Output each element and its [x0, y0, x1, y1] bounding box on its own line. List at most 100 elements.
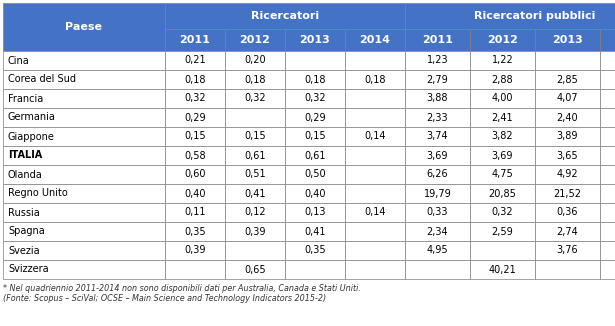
Text: 0,14: 0,14: [364, 131, 386, 141]
Bar: [3, 70, 165, 89]
Text: Svezia: Svezia: [8, 245, 39, 256]
Bar: [165, 184, 225, 203]
Text: 0,11: 0,11: [184, 208, 206, 217]
Bar: [405, 3, 615, 29]
Text: Giappone: Giappone: [8, 131, 55, 141]
Text: 3,82: 3,82: [491, 131, 514, 141]
Bar: [470, 260, 535, 279]
Bar: [470, 70, 535, 89]
Text: Ricercatori: Ricercatori: [251, 11, 319, 21]
Bar: [345, 203, 405, 222]
Text: 0,33: 0,33: [427, 208, 448, 217]
Bar: [405, 184, 470, 203]
Bar: [405, 89, 470, 108]
Text: 2,33: 2,33: [427, 112, 448, 123]
Bar: [225, 127, 285, 146]
Text: 0,18: 0,18: [304, 75, 326, 84]
Bar: [600, 89, 615, 108]
Text: (Fonte: Scopus – SciVal; OCSE – Main Science and Technology Indicators 2015-2): (Fonte: Scopus – SciVal; OCSE – Main Sci…: [3, 294, 326, 303]
Bar: [470, 146, 535, 165]
Text: 2,59: 2,59: [491, 227, 514, 236]
Bar: [535, 70, 600, 89]
Bar: [225, 260, 285, 279]
Bar: [405, 127, 470, 146]
Bar: [600, 222, 615, 241]
Bar: [165, 260, 225, 279]
Text: 2012: 2012: [240, 35, 271, 45]
Text: 0,65: 0,65: [244, 264, 266, 274]
Bar: [165, 89, 225, 108]
Text: 0,15: 0,15: [304, 131, 326, 141]
Text: 0,32: 0,32: [184, 94, 206, 103]
Bar: [535, 89, 600, 108]
Text: 1,23: 1,23: [427, 55, 448, 66]
Bar: [285, 241, 345, 260]
Bar: [600, 127, 615, 146]
Bar: [470, 127, 535, 146]
Bar: [470, 51, 535, 70]
Bar: [600, 51, 615, 70]
Bar: [225, 29, 285, 51]
Bar: [165, 51, 225, 70]
Text: 3,88: 3,88: [427, 94, 448, 103]
Bar: [345, 222, 405, 241]
Text: 0,15: 0,15: [244, 131, 266, 141]
Text: 4,07: 4,07: [557, 94, 578, 103]
Bar: [405, 241, 470, 260]
Text: 0,41: 0,41: [304, 227, 326, 236]
Text: 3,89: 3,89: [557, 131, 578, 141]
Bar: [165, 29, 225, 51]
Bar: [345, 29, 405, 51]
Bar: [345, 184, 405, 203]
Bar: [225, 241, 285, 260]
Text: 2012: 2012: [487, 35, 518, 45]
Text: 0,36: 0,36: [557, 208, 578, 217]
Text: 0,32: 0,32: [304, 94, 326, 103]
Text: 21,52: 21,52: [554, 188, 582, 199]
Text: ITALIA: ITALIA: [8, 151, 42, 160]
Text: Olanda: Olanda: [8, 170, 43, 180]
Bar: [405, 29, 470, 51]
Bar: [285, 29, 345, 51]
Text: 0,32: 0,32: [491, 208, 514, 217]
Text: 0,29: 0,29: [184, 112, 206, 123]
Text: 1,22: 1,22: [491, 55, 514, 66]
Bar: [405, 146, 470, 165]
Bar: [3, 165, 165, 184]
Text: Corea del Sud: Corea del Sud: [8, 75, 76, 84]
Bar: [600, 184, 615, 203]
Text: 0,61: 0,61: [244, 151, 266, 160]
Text: 0,35: 0,35: [304, 245, 326, 256]
Bar: [600, 241, 615, 260]
Bar: [405, 165, 470, 184]
Text: 4,75: 4,75: [491, 170, 514, 180]
Text: Francia: Francia: [8, 94, 43, 103]
Bar: [285, 260, 345, 279]
Bar: [470, 108, 535, 127]
Text: 0,51: 0,51: [244, 170, 266, 180]
Bar: [405, 222, 470, 241]
Text: 2013: 2013: [300, 35, 330, 45]
Text: 2,41: 2,41: [491, 112, 514, 123]
Text: Svizzera: Svizzera: [8, 264, 49, 274]
Bar: [600, 165, 615, 184]
Bar: [225, 165, 285, 184]
Text: 2,34: 2,34: [427, 227, 448, 236]
Bar: [285, 165, 345, 184]
Bar: [600, 108, 615, 127]
Text: 0,13: 0,13: [304, 208, 326, 217]
Bar: [600, 146, 615, 165]
Bar: [225, 51, 285, 70]
Bar: [345, 51, 405, 70]
Bar: [285, 51, 345, 70]
Bar: [535, 108, 600, 127]
Text: Spagna: Spagna: [8, 227, 45, 236]
Bar: [345, 127, 405, 146]
Bar: [285, 108, 345, 127]
Text: 3,65: 3,65: [557, 151, 578, 160]
Bar: [225, 184, 285, 203]
Bar: [405, 260, 470, 279]
Text: 0,61: 0,61: [304, 151, 326, 160]
Text: 0,60: 0,60: [184, 170, 206, 180]
Bar: [470, 184, 535, 203]
